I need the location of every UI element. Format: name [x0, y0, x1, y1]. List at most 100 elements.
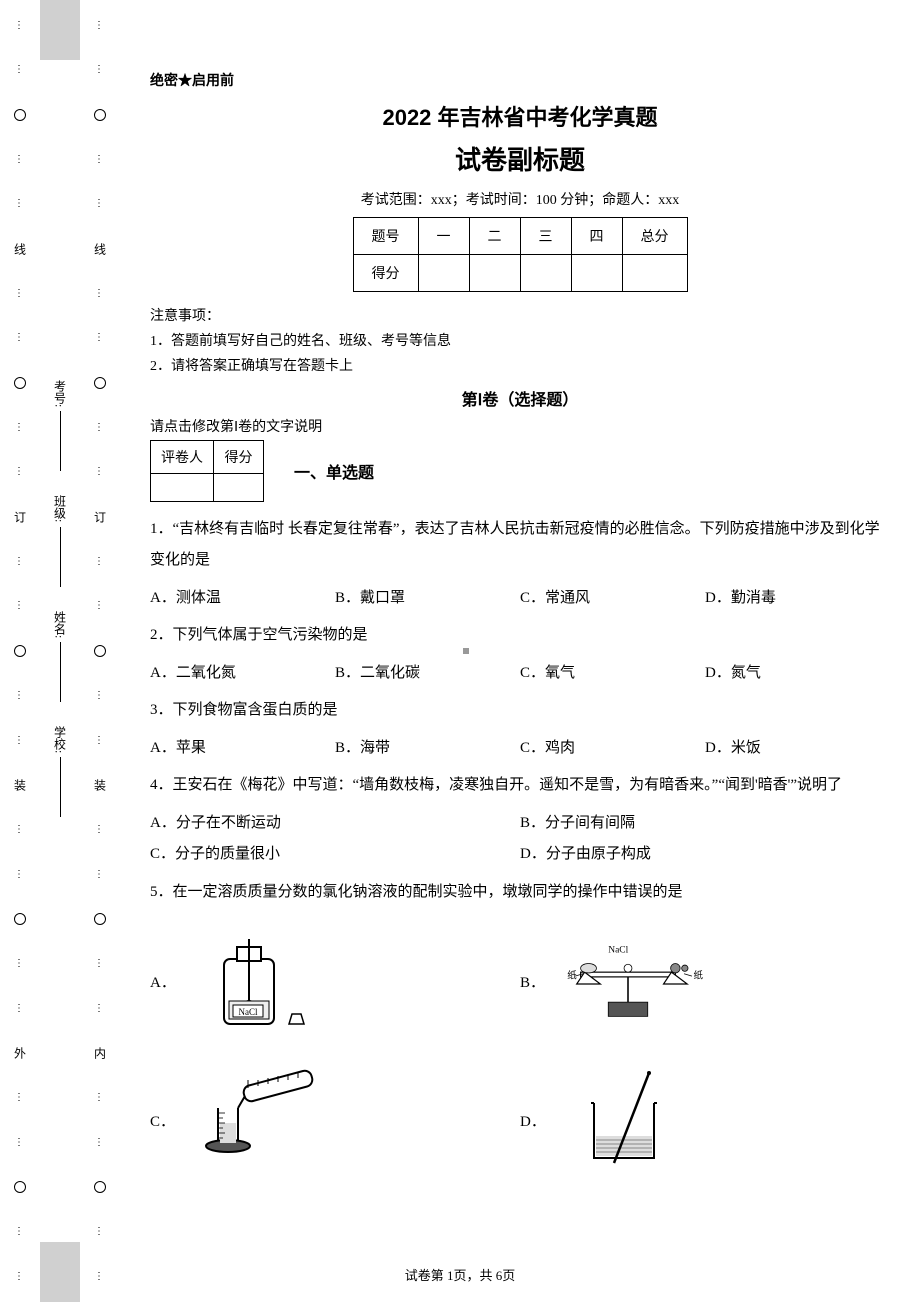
question-stem: 3．下列食物富含蛋白质的是 — [150, 695, 890, 727]
score-table: 题号 一 二 三 四 总分 得分 — [353, 217, 688, 292]
option-label: C． — [150, 1107, 175, 1139]
dots: ⋮ — [94, 824, 106, 835]
field-school: 学校: — [52, 726, 69, 821]
diagram-cylinder-icon — [183, 1065, 333, 1180]
dots: ⋮ — [94, 869, 106, 880]
dots: ⋮ — [14, 735, 26, 746]
margin-char: 内 — [92, 1047, 109, 1059]
cell: 题号 — [353, 218, 418, 255]
diagram-balance-icon: NaCl 纸 纸 — [553, 926, 703, 1041]
diagram-beaker-icon — [554, 1065, 704, 1180]
dots: ⋮ — [94, 466, 106, 477]
diagram-bottle-icon: NaCl — [184, 926, 334, 1041]
cell: 二 — [469, 218, 520, 255]
dots: ⋮ — [14, 332, 26, 343]
field-label: 考号: — [52, 380, 69, 407]
margin-char: 线 — [12, 243, 29, 255]
options: A．分子在不断运动 B．分子间有间隔 C．分子的质量很小 D．分子由原子构成 — [150, 808, 890, 871]
option-a: A． NaCl — [150, 926, 520, 1041]
field-label: 学校: — [52, 726, 69, 753]
cell: 得分 — [214, 440, 264, 473]
option-label: B． — [520, 968, 545, 1000]
circle-icon — [14, 1181, 26, 1193]
dots: ⋮ — [14, 422, 26, 433]
circle-icon — [94, 1181, 106, 1193]
cell — [214, 473, 264, 501]
margin-char: 线 — [92, 243, 109, 255]
dots: ⋮ — [14, 824, 26, 835]
svg-text:纸: 纸 — [567, 969, 577, 981]
margin-char: 订 — [92, 511, 109, 523]
main-title: 2022 年吉林省中考化学真题 — [150, 100, 890, 132]
cell — [571, 255, 622, 292]
cell: 得分 — [353, 255, 418, 292]
option: D．氮气 — [705, 658, 890, 690]
svg-text:纸: 纸 — [694, 969, 703, 981]
dots: ⋮ — [14, 64, 26, 75]
option-label: D． — [520, 1107, 546, 1139]
grader-table: 评卷人 得分 — [150, 440, 264, 502]
modify-note: 请点击修改第Ⅰ卷的文字说明 — [150, 416, 890, 436]
dots: ⋮ — [94, 958, 106, 969]
option: D．分子由原子构成 — [520, 839, 890, 871]
dots: ⋮ — [94, 422, 106, 433]
option: D．米饭 — [705, 733, 890, 765]
dots: ⋮ — [14, 1137, 26, 1148]
table-row: 得分 — [353, 255, 687, 292]
dots: ⋮ — [14, 869, 26, 880]
dots: ⋮ — [14, 1003, 26, 1014]
cell: 四 — [571, 218, 622, 255]
circle-icon — [94, 913, 106, 925]
dots: ⋮ — [14, 198, 26, 209]
circle-icon — [94, 645, 106, 657]
option: C．分子的质量很小 — [150, 839, 520, 871]
grader-row: 评卷人 得分 一、单选题 — [150, 440, 890, 502]
dots: ⋮ — [14, 600, 26, 611]
dots: ⋮ — [14, 1226, 26, 1237]
circle-icon — [14, 913, 26, 925]
options-images: A． NaCl B． — [150, 914, 890, 1192]
options: A．二氧化氮 B．二氧化碳 C．氧气 D．氮气 — [150, 658, 890, 690]
option-label: A． — [150, 968, 176, 1000]
section-heading: 一、单选题 — [294, 459, 374, 483]
cell — [469, 255, 520, 292]
page-footer: 试卷第 1页，共 6页 — [0, 1265, 920, 1284]
field-class: 班级: — [52, 495, 69, 590]
underline — [60, 642, 61, 702]
question-stem: 5．在一定溶质质量分数的氯化钠溶液的配制实验中，墩墩同学的操作中错误的是 — [150, 877, 890, 909]
page: ⋮ ⋮ ⋮ ⋮ 线 ⋮ ⋮ ⋮ ⋮ 订 ⋮ ⋮ ⋮ ⋮ 装 ⋮ ⋮ ⋮ ⋮ 外 … — [0, 0, 920, 1302]
underline — [60, 411, 61, 471]
option: A．苹果 — [150, 733, 335, 765]
dots: ⋮ — [94, 198, 106, 209]
option: D．勤消毒 — [705, 583, 890, 615]
cell: 评卷人 — [151, 440, 214, 473]
dots: ⋮ — [94, 690, 106, 701]
dots: ⋮ — [14, 958, 26, 969]
cell: 三 — [520, 218, 571, 255]
field-label: 班级: — [52, 495, 69, 522]
dots: ⋮ — [94, 600, 106, 611]
marker-icon — [463, 648, 469, 654]
margin-char: 外 — [12, 1047, 29, 1059]
margin-char: 装 — [92, 779, 109, 791]
margin-char: 装 — [12, 779, 29, 791]
dots: ⋮ — [94, 1003, 106, 1014]
confidential-label: 绝密★启用前 — [150, 70, 890, 90]
dots: ⋮ — [94, 735, 106, 746]
inner-dotted-col: ⋮ ⋮ ⋮ ⋮ 线 ⋮ ⋮ ⋮ ⋮ 订 ⋮ ⋮ ⋮ ⋮ 装 ⋮ ⋮ ⋮ ⋮ 内 … — [80, 0, 120, 1302]
notes: 注意事项： 1．答题前填写好自己的姓名、班级、考号等信息 2．请将答案正确填写在… — [150, 304, 890, 380]
option: B．二氧化碳 — [335, 658, 520, 690]
dots: ⋮ — [14, 20, 26, 31]
cell: 一 — [418, 218, 469, 255]
option-b: B． NaCl 纸 纸 — [520, 926, 890, 1041]
dots: ⋮ — [14, 154, 26, 165]
exam-info: 考试范围：xxx；考试时间：100 分钟；命题人：xxx — [150, 189, 890, 209]
dots: ⋮ — [14, 690, 26, 701]
cell — [520, 255, 571, 292]
table-row: 评卷人 得分 — [151, 440, 264, 473]
dots: ⋮ — [94, 154, 106, 165]
field-name: 姓名: — [52, 611, 69, 706]
option: A．测体温 — [150, 583, 335, 615]
option: C．鸡肉 — [520, 733, 705, 765]
field-col: 学校: 姓名: 班级: 考号: — [40, 0, 80, 1302]
